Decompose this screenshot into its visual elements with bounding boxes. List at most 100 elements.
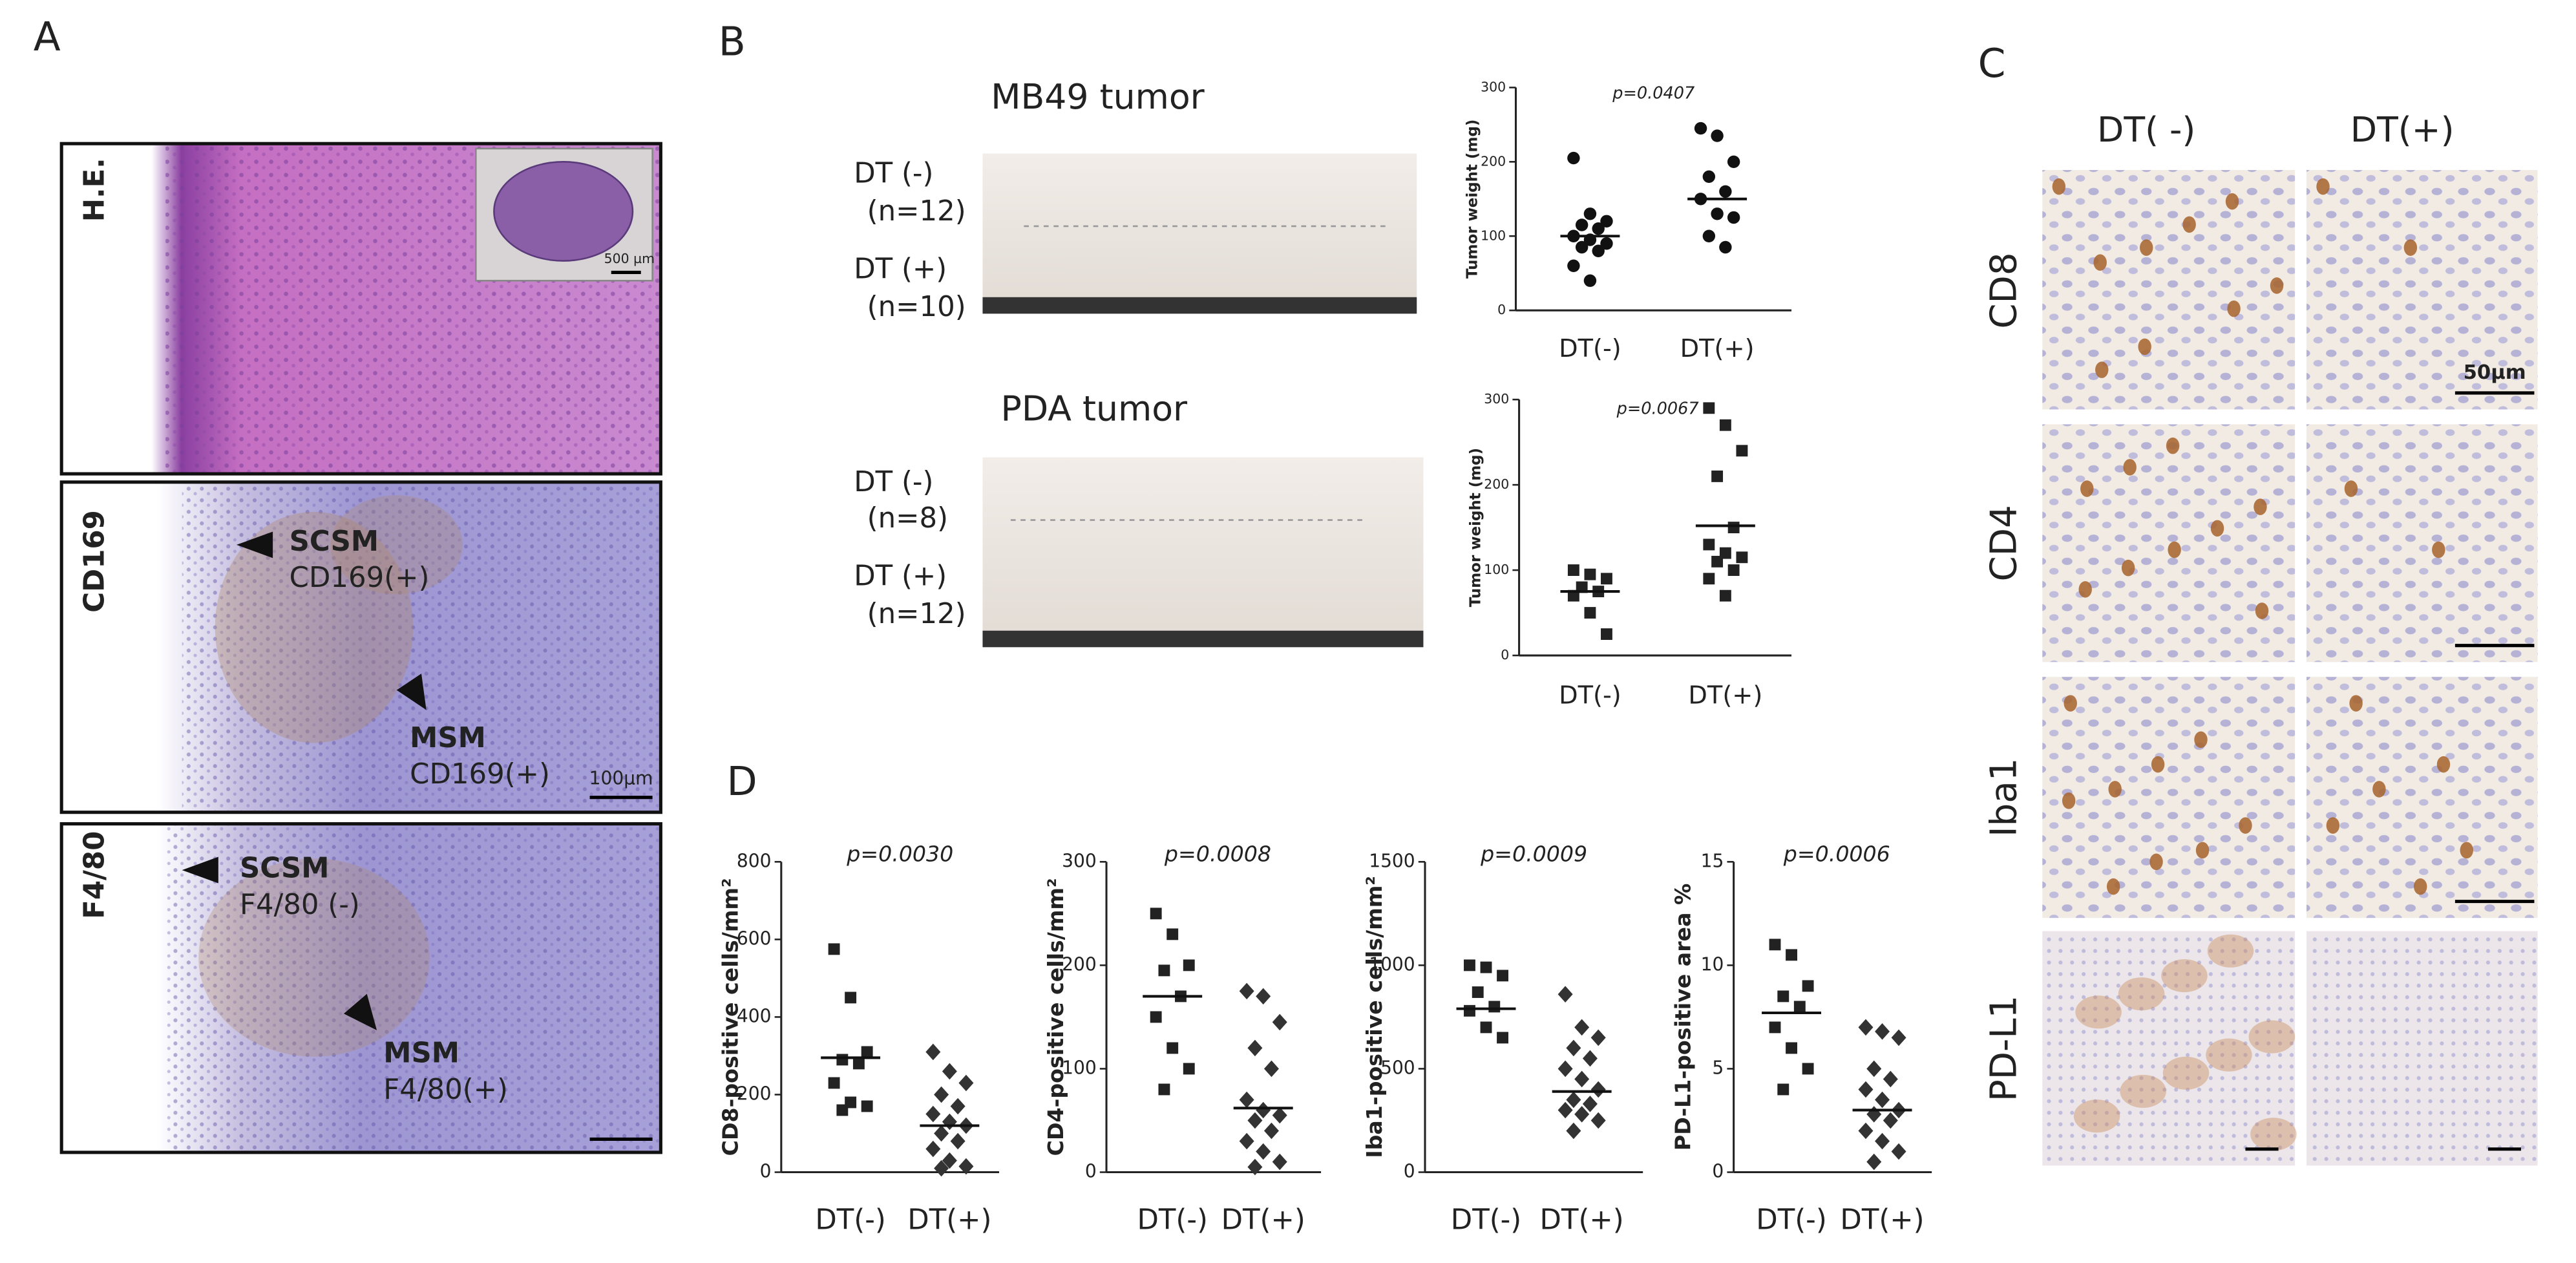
data-point xyxy=(1464,1004,1475,1017)
data-point xyxy=(1719,185,1732,198)
stained-cell xyxy=(2210,520,2224,537)
stained-cell xyxy=(2227,300,2241,317)
stained-cell xyxy=(2432,541,2445,558)
ihc-texture xyxy=(2042,424,2296,663)
stained-cell xyxy=(2403,239,2418,256)
stained-cell xyxy=(2413,878,2427,895)
data-point xyxy=(1802,1063,1814,1075)
stained-cell xyxy=(2121,559,2135,577)
y-tick-label: 15 xyxy=(1701,850,1724,871)
y-axis-label: CD4-positive cells/mm² xyxy=(1043,878,1068,1156)
stained-cell xyxy=(2075,995,2122,1029)
stained-cell xyxy=(2372,781,2386,798)
data-point xyxy=(828,943,840,955)
data-point xyxy=(1592,244,1605,257)
section-title: MB49 tumor xyxy=(991,76,1205,117)
data-point xyxy=(1183,959,1195,971)
stained-cell xyxy=(2078,581,2092,598)
data-point xyxy=(1891,1143,1906,1160)
ihc-texture xyxy=(2042,931,2296,1166)
data-point xyxy=(1247,1158,1263,1176)
data-point xyxy=(1866,1153,1882,1171)
data-point xyxy=(1557,986,1573,1003)
stained-cell xyxy=(2206,1038,2252,1072)
cd169-image xyxy=(59,480,662,814)
stained-cell xyxy=(2316,178,2330,195)
stained-cell xyxy=(2123,459,2137,476)
y-tick-label: 0 xyxy=(760,1161,772,1182)
panel-letter: C xyxy=(1978,41,2006,87)
data-point xyxy=(958,1074,974,1092)
region-label: SCSM xyxy=(240,853,329,885)
data-point xyxy=(1883,1070,1898,1088)
data-point xyxy=(1703,538,1715,551)
stained-cell xyxy=(2166,437,2180,454)
stained-cell xyxy=(2093,254,2107,271)
data-point xyxy=(1567,589,1579,602)
stained-cell xyxy=(2149,853,2163,871)
data-point xyxy=(1875,1132,1890,1150)
stained-cell xyxy=(2120,1074,2166,1108)
column-header: DT(+) xyxy=(2350,109,2455,150)
data-point xyxy=(925,1043,941,1061)
ihc-texture xyxy=(2306,424,2538,663)
y-tick-label: 0 xyxy=(1501,647,1509,663)
stained-cell xyxy=(2080,480,2094,497)
data-point xyxy=(1777,990,1789,1003)
data-point xyxy=(1464,959,1475,971)
arrowhead xyxy=(343,993,377,1030)
data-point xyxy=(1601,628,1612,640)
data-point xyxy=(934,1160,949,1177)
stained-cell xyxy=(2254,498,2267,515)
data-point xyxy=(1875,1023,1890,1040)
data-point xyxy=(942,1152,957,1169)
stained-cell xyxy=(2248,1020,2296,1054)
x-tick-label: DT(+) xyxy=(1680,334,1755,363)
group-label: DT (+) xyxy=(854,560,947,592)
data-point xyxy=(1719,589,1731,602)
y-tick-label: 5 xyxy=(1712,1057,1724,1078)
stained-cell xyxy=(2168,541,2181,558)
data-point xyxy=(1883,1112,1898,1129)
data-point xyxy=(1256,1101,1271,1119)
data-point xyxy=(1793,1001,1806,1013)
data-point xyxy=(1272,1014,1287,1031)
ihc-texture xyxy=(2306,170,2538,410)
y-tick-label: 1000 xyxy=(1369,953,1415,975)
data-point xyxy=(1167,928,1179,940)
tumor-photo xyxy=(982,457,1424,648)
data-point xyxy=(1727,564,1740,577)
y-axis-label: Tumor weight (mg) xyxy=(1468,448,1484,607)
data-point xyxy=(836,1054,849,1066)
data-point xyxy=(1583,274,1597,287)
data-point xyxy=(1600,215,1613,228)
data-point xyxy=(1239,1091,1254,1109)
y-tick-label: 300 xyxy=(1062,850,1097,871)
data-point xyxy=(861,1046,873,1058)
y-tick-label: 300 xyxy=(1481,79,1506,94)
y-tick-label: 10 xyxy=(1701,953,1724,975)
stained-cell xyxy=(2182,216,2196,233)
stained-cell xyxy=(2225,193,2239,210)
stained-cell xyxy=(2161,959,2208,993)
y-axis-label: PD-L1-positive area % xyxy=(1671,884,1696,1151)
arrowhead xyxy=(236,531,273,558)
stained-cell xyxy=(2239,817,2252,834)
data-point xyxy=(1247,1112,1263,1129)
scale-label: 100µm xyxy=(589,768,653,789)
data-point xyxy=(1488,1001,1501,1013)
x-tick-label: DT(-) xyxy=(1756,1204,1826,1236)
data-point xyxy=(1590,1112,1606,1129)
data-point xyxy=(1601,573,1612,585)
p-value: p=0.0407 xyxy=(1612,84,1694,103)
data-point xyxy=(1158,964,1170,977)
data-point xyxy=(1557,1060,1573,1077)
data-point xyxy=(1719,240,1732,254)
data-point xyxy=(1574,1070,1590,1088)
f480-image xyxy=(59,822,662,1154)
data-point xyxy=(942,1063,957,1080)
data-point xyxy=(1719,419,1731,431)
data-point xyxy=(925,1140,941,1158)
data-point xyxy=(1239,1132,1254,1150)
stained-cell xyxy=(2436,756,2451,773)
